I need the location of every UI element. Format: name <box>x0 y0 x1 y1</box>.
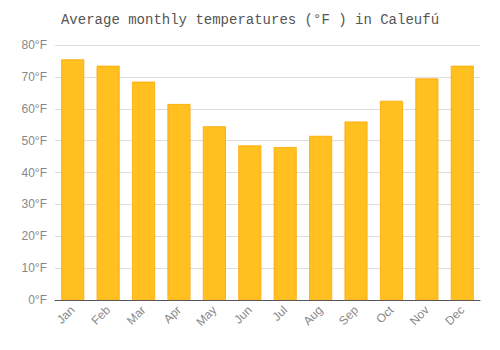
svg-text:Jan: Jan <box>54 303 78 327</box>
svg-text:Feb: Feb <box>89 303 114 328</box>
svg-text:Aug: Aug <box>301 303 326 328</box>
svg-text:30°F: 30°F <box>22 197 47 211</box>
svg-text:20°F: 20°F <box>22 229 47 243</box>
svg-text:10°F: 10°F <box>22 261 47 275</box>
svg-text:70°F: 70°F <box>22 70 47 84</box>
svg-text:0°F: 0°F <box>28 293 47 307</box>
svg-text:80°F: 80°F <box>22 38 47 52</box>
svg-text:Jul: Jul <box>269 303 290 324</box>
svg-text:Oct: Oct <box>373 303 397 327</box>
svg-text:Mar: Mar <box>124 303 149 327</box>
svg-text:Nov: Nov <box>407 303 432 328</box>
svg-text:Average monthly temperatures (: Average monthly temperatures (°F ) in Ca… <box>61 12 439 28</box>
svg-text:Sep: Sep <box>336 303 361 328</box>
svg-text:60°F: 60°F <box>22 102 47 116</box>
svg-text:50°F: 50°F <box>22 134 47 148</box>
svg-text:Jun: Jun <box>231 303 255 327</box>
svg-text:May: May <box>193 303 219 329</box>
svg-text:Dec: Dec <box>442 303 467 328</box>
svg-text:Apr: Apr <box>161 303 184 326</box>
svg-text:40°F: 40°F <box>22 166 47 180</box>
